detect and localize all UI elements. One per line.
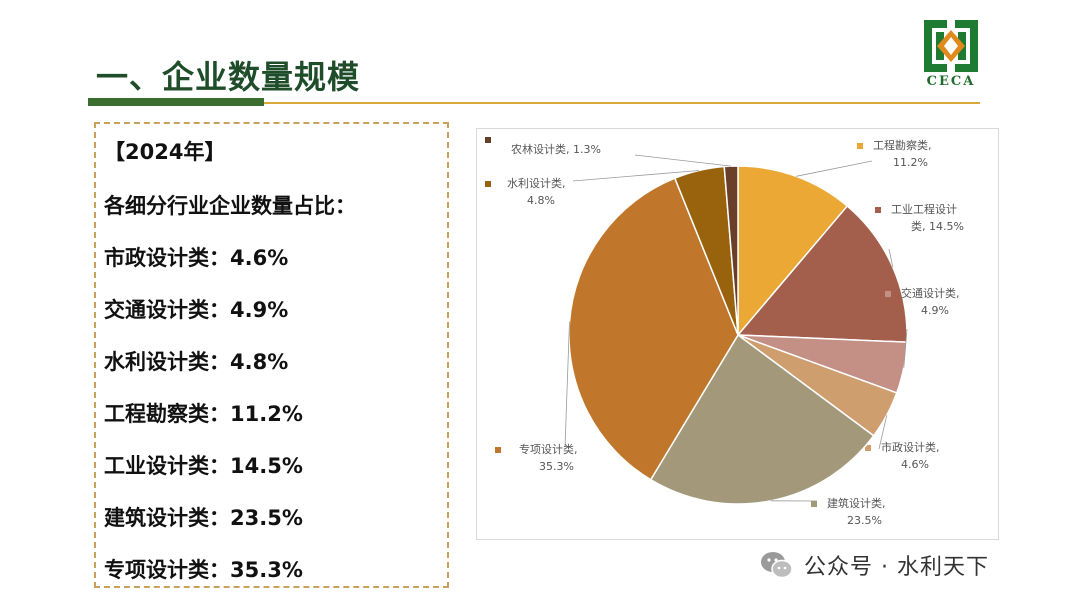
slice-value-label: 23.5% xyxy=(847,514,882,527)
legend-marker xyxy=(485,181,491,187)
slice-label: 市政设计类, xyxy=(881,440,940,454)
info-item-label: 建筑设计类： xyxy=(104,506,230,530)
info-item-value: 4.8% xyxy=(230,350,289,374)
info-item-label: 市政设计类： xyxy=(104,246,230,270)
ceca-logo-icon xyxy=(924,20,978,72)
slice-label: 交通设计类, xyxy=(901,286,960,300)
watermark: 公众号 · 水利天下 xyxy=(760,548,989,582)
leader-line xyxy=(796,160,873,177)
info-item-value: 35.3% xyxy=(230,558,303,582)
info-item-label: 交通设计类： xyxy=(104,298,230,322)
logo-text: CECA xyxy=(926,74,976,89)
wechat-icon xyxy=(761,552,793,579)
slice-label: 农林设计类, 1.3% xyxy=(511,142,601,156)
info-item: 水利设计类：4.8% xyxy=(104,346,288,376)
legend-marker xyxy=(857,143,863,149)
info-item-label: 专项设计类： xyxy=(104,558,230,582)
title-underline-gold xyxy=(264,102,980,104)
chart-frame: 工程勘察类, 11.2% 工业工程设计类, 14.5% 交通设计类, 4.9% 市政设计类… xyxy=(476,128,999,540)
slice-value-label: 4.8% xyxy=(527,194,555,207)
info-item-value: 23.5% xyxy=(230,506,303,530)
info-year: 【2024年】 xyxy=(104,140,226,164)
info-item: 交通设计类：4.9% xyxy=(104,294,288,324)
slice-label: 工程勘察类, xyxy=(873,138,932,152)
leader-line xyxy=(903,328,908,368)
legend-marker xyxy=(485,137,491,143)
slice-label: 建筑设计类, xyxy=(827,496,886,510)
info-item: 建筑设计类：23.5% xyxy=(104,502,303,532)
info-box: 【2024年】 各细分行业企业数量占比： 市政设计类：4.6% 交通设计类：4.… xyxy=(94,122,449,588)
pie-slice xyxy=(649,333,875,505)
legend-marker xyxy=(811,501,817,507)
pie-slice xyxy=(737,165,849,338)
slice-value-label: 4.6% xyxy=(901,458,929,471)
legend-marker xyxy=(495,447,501,453)
leader-line xyxy=(634,154,732,167)
legend-marker xyxy=(885,291,891,297)
slice-value-label: 11.2% xyxy=(893,156,928,169)
info-item: 工业设计类：14.5% xyxy=(104,450,303,480)
info-item-label: 工业设计类： xyxy=(104,454,230,478)
slice-value-label: 35.3% xyxy=(539,460,574,473)
info-item: 市政设计类：4.6% xyxy=(104,242,288,272)
pie-slice xyxy=(723,165,739,336)
leader-line xyxy=(888,248,894,268)
legend-marker xyxy=(875,207,881,213)
info-item-label: 水利设计类： xyxy=(104,350,230,374)
watermark-text: 公众号 · 水利天下 xyxy=(804,555,989,580)
info-item: 专项设计类：35.3% xyxy=(104,554,303,584)
info-item-value: 11.2% xyxy=(230,402,303,426)
info-item-value: 14.5% xyxy=(230,454,303,478)
slice-value-label: 4.9% xyxy=(921,304,949,317)
info-item: 工程勘察类：11.2% xyxy=(104,398,303,428)
info-heading: 各细分行业企业数量占比： xyxy=(104,194,356,218)
info-item-value: 4.6% xyxy=(230,246,289,270)
title-underline-green xyxy=(88,98,264,106)
slice-label: 水利设计类, xyxy=(507,176,566,190)
slice-label: 专项设计类, xyxy=(519,442,578,456)
slice-value-label: 类, 14.5% xyxy=(911,219,964,233)
pie-slice xyxy=(568,177,739,481)
leader-line xyxy=(878,415,888,450)
legend-marker xyxy=(865,445,871,451)
slide-title: 一、企业数量规模 xyxy=(96,58,361,96)
leader-line xyxy=(572,170,700,182)
info-item-label: 工程勘察类： xyxy=(104,402,230,426)
slice-label: 工业工程设计 xyxy=(891,203,957,216)
info-item-value: 4.9% xyxy=(230,298,289,322)
leader-line xyxy=(564,321,570,448)
